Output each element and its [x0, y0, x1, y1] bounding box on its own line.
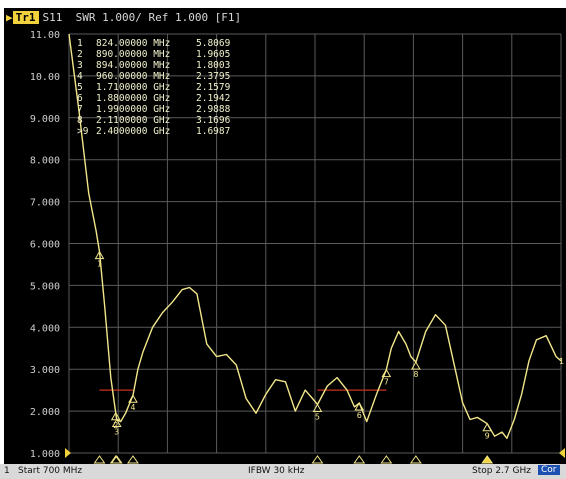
swr-plot: 1.000 2.000 3.000 4.000 5.000 6.000 7.000 8.000… — [30, 30, 565, 464]
marker-table-value: 5.8069 — [196, 38, 231, 49]
stop-frequency[interactable]: Stop 2.7 GHz — [472, 466, 531, 476]
marker-position-icon — [110, 455, 123, 464]
marker-position-icon — [311, 455, 324, 464]
marker-table-value: 2.1579 — [196, 82, 231, 93]
marker-position-icon — [380, 455, 393, 464]
marker-table-id: 1 — [77, 38, 83, 49]
marker-position-icon — [481, 455, 494, 464]
marker-triangle-icon — [482, 422, 493, 432]
display-frame — [4, 8, 566, 464]
marker-triangle-icon — [111, 418, 122, 427]
marker-table-value: 1.8003 — [196, 60, 230, 71]
marker-table-frequency: 2.1100000 GHz — [96, 115, 170, 126]
y-tick-label: 5.000 — [30, 281, 60, 292]
marker-table-frequency: 2.4000000 GHz — [96, 126, 170, 137]
trace-tag-button[interactable]: Tr1 — [12, 11, 39, 24]
y-tick-label: 6.000 — [30, 240, 60, 251]
marker-table-frequency: 1.9900000 GHz — [96, 104, 170, 115]
y-tick-label: 3.000 — [30, 365, 60, 376]
y-tick-label: 8.000 — [30, 156, 60, 167]
marker-table-frequency: 894.00000 MHz — [96, 60, 170, 71]
channel-number[interactable]: 1 — [4, 466, 10, 476]
active-trace-arrow-icon: ▶ — [6, 11, 13, 24]
marker-table-id: 2 — [77, 49, 83, 60]
marker-table-frequency: 1.8800000 GHz — [96, 93, 170, 104]
status-bar: 1 Start 700 MHz IFBW 30 kHz Stop 2.7 GHz… — [0, 464, 566, 479]
y-tick-label: 7.000 — [30, 198, 60, 209]
marker-table-value: 3.1696 — [196, 115, 231, 126]
swr-trace — [68, 33, 562, 439]
marker-table-value: 1.9605 — [196, 49, 230, 60]
marker-table-id: >9 — [77, 126, 89, 137]
marker-position-icon — [409, 455, 422, 464]
marker-table-value: 2.9888 — [196, 104, 231, 115]
marker-table-frequency: 960.00000 MHz — [96, 71, 170, 82]
marker-triangle-icon — [312, 403, 323, 412]
marker-table-value: 1.6987 — [196, 126, 230, 137]
marker-table-id: 7 — [77, 104, 83, 115]
y-tick-label: 10.00 — [30, 72, 60, 83]
trace-end-label: 1 — [559, 357, 564, 366]
marker-label: 3 — [114, 427, 119, 436]
marker-triangle-icon — [410, 361, 421, 370]
reference-arrow-right-icon — [559, 448, 565, 458]
y-tick-label: 11.00 — [30, 30, 60, 41]
y-tick-label: 1.000 — [30, 449, 60, 460]
marker-label: 2 — [113, 421, 118, 430]
marker-label: 9 — [485, 432, 490, 441]
marker-table-id: 4 — [77, 71, 83, 82]
marker-table-frequency: 890.00000 MHz — [96, 49, 170, 60]
marker-table-value: 2.1942 — [196, 93, 230, 104]
marker-triangle-icon — [94, 250, 105, 260]
marker-triangle-icon — [110, 411, 121, 421]
y-tick-label: 4.000 — [30, 323, 60, 334]
marker-triangle-icon — [354, 401, 365, 411]
marker-label: 1 — [97, 260, 102, 269]
marker-table-value: 2.3795 — [196, 71, 230, 82]
y-tick-label: 9.000 — [30, 114, 60, 125]
correction-badge[interactable]: Cor — [538, 465, 560, 475]
marker-table-frequency: 1.7100000 GHz — [96, 82, 170, 93]
marker-table-frequency: 824.00000 MHz — [96, 38, 170, 49]
start-frequency[interactable]: Start 700 MHz — [18, 466, 83, 476]
marker-label: 7 — [384, 378, 389, 387]
marker-triangle-icon — [128, 394, 138, 403]
marker-table-id: 3 — [77, 60, 83, 71]
ifbw-setting[interactable]: IFBW 30 kHz — [248, 466, 305, 476]
marker-position-icon — [93, 455, 106, 464]
marker-table-id: 6 — [77, 93, 83, 104]
y-tick-label: 2.000 — [30, 407, 60, 418]
marker-table-id: 5 — [77, 82, 83, 93]
trace-title-text: S11 SWR 1.000/ Ref 1.000 [F1] — [42, 11, 242, 24]
marker-position-icon — [126, 455, 139, 464]
reference-arrow-left-icon — [65, 448, 71, 458]
marker-table-id: 8 — [77, 115, 83, 126]
marker-triangle-icon — [381, 368, 392, 378]
marker-label: 6 — [357, 411, 362, 420]
marker-position-icon — [353, 455, 366, 464]
trace-title-bar: ▶ Tr1 S11 SWR 1.000/ Ref 1.000 [F1] — [6, 10, 506, 26]
marker-label: 5 — [315, 412, 320, 421]
marker-label: 4 — [130, 403, 135, 412]
marker-label: 8 — [413, 370, 418, 379]
